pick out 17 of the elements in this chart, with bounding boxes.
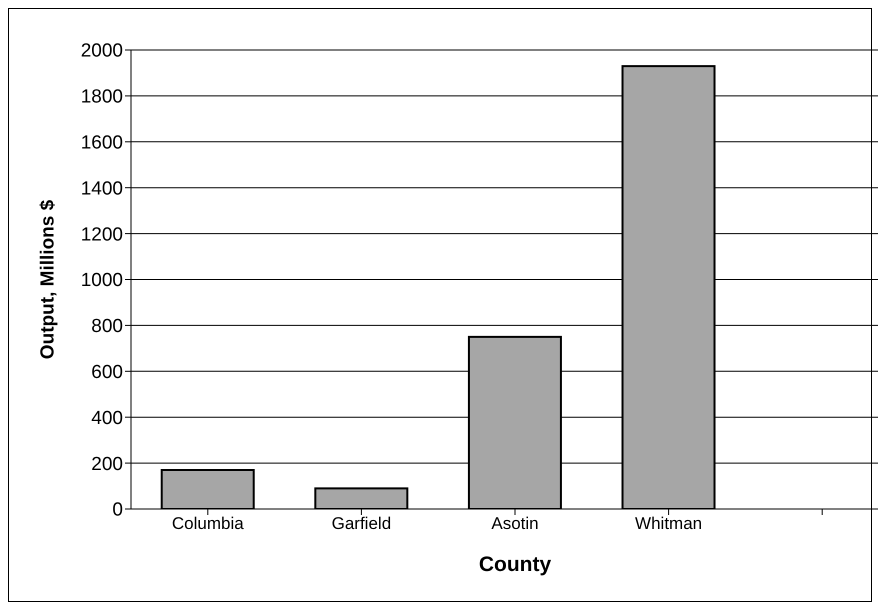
x-tick-label: Garfield [332, 514, 392, 534]
y-tick-label: 800 [91, 316, 123, 338]
y-tick-label: 2000 [80, 40, 123, 62]
x-tick-label: Columbia [172, 514, 244, 534]
y-tick-label: 400 [91, 408, 123, 429]
y-tick-label: 1600 [80, 132, 123, 154]
y-tick-label: 1800 [80, 86, 123, 108]
x-tick-label: Whitman [635, 514, 702, 534]
y-tick-label: 1400 [80, 178, 123, 200]
x-tick-label: Asotin [491, 514, 539, 534]
y-axis-title: Output, Millions $ [38, 199, 59, 360]
y-tick-label: 200 [91, 454, 123, 475]
y-tick-label: 0 [112, 500, 123, 521]
x-axis-title: County [478, 553, 552, 576]
y-tick-label: 600 [91, 362, 123, 384]
y-tick-label: 1000 [80, 270, 123, 292]
y-tick-label: 1200 [80, 224, 123, 246]
